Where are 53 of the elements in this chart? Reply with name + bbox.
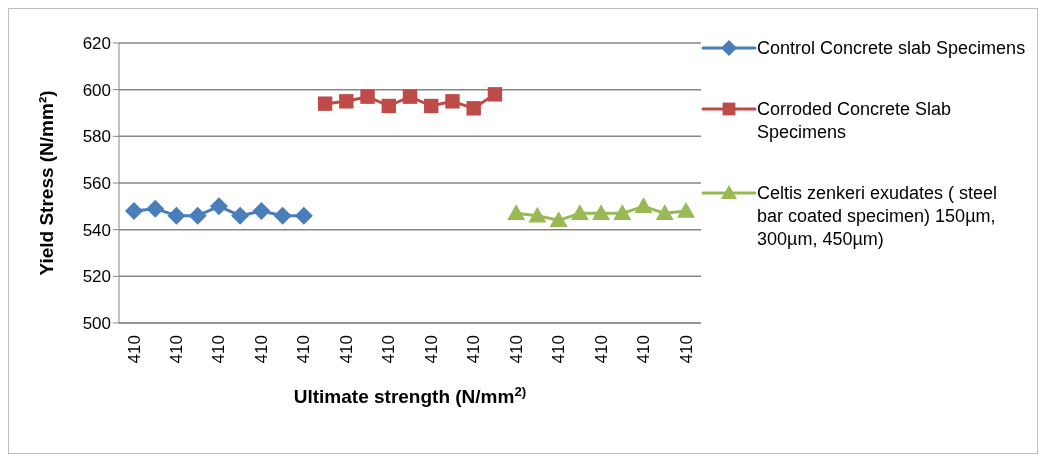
x-tick-label: 410	[634, 335, 654, 364]
x-tick-label: 410	[124, 335, 144, 364]
point	[125, 202, 143, 220]
point	[677, 202, 695, 218]
point	[528, 206, 547, 223]
x-tick-label: 410	[506, 335, 526, 364]
x-tick-label: 410	[209, 335, 229, 364]
x-axis-title: Ultimate strength (N/mm$^{2)}$	[293, 383, 527, 407]
y-tick-label: 600	[82, 80, 111, 100]
point	[570, 204, 589, 221]
x-tick-label: 410	[421, 335, 441, 364]
x-tick-label: 410	[166, 335, 186, 364]
x-tick-label: 410	[379, 335, 399, 364]
point	[339, 94, 354, 109]
x-tick-label: 410	[336, 335, 356, 364]
y-tick-label: 500	[82, 314, 111, 334]
x-tick-label: 410	[676, 335, 696, 364]
point	[507, 204, 526, 221]
y-tick-label: 620	[82, 34, 111, 54]
point	[381, 98, 396, 114]
x-tick-label: 410	[251, 335, 271, 364]
x-tick-label: 410	[591, 335, 611, 364]
x-tick-label: 410	[464, 335, 484, 364]
point	[273, 206, 292, 225]
x-tick-label: 410	[549, 335, 569, 364]
y-tick-label: 520	[82, 267, 111, 287]
point	[549, 211, 568, 228]
point	[167, 206, 186, 225]
y-tick-label: 580	[82, 127, 111, 147]
point	[634, 197, 653, 214]
legend-label: Celtis zenkeri exudates ( steel bar coated specimen) 150µm, 300µm, 450µm)	[757, 182, 999, 251]
point	[360, 89, 375, 104]
x-tick-label: 410	[294, 335, 314, 364]
point	[402, 89, 418, 104]
point	[231, 206, 250, 225]
point	[188, 206, 207, 225]
point	[487, 87, 503, 102]
point	[294, 206, 313, 225]
point	[592, 204, 611, 221]
point	[613, 204, 632, 221]
y-axis-title: Yield Stress (N/mm²)	[36, 90, 57, 276]
point	[424, 98, 439, 114]
y-tick-label: 560	[82, 174, 111, 194]
point	[445, 94, 460, 109]
legend-label: Corroded Concrete Slab Specimens	[757, 98, 953, 144]
point	[146, 199, 165, 218]
legend-label: Control Concrete slab Specimens	[757, 37, 1027, 60]
point	[655, 204, 674, 221]
point	[209, 197, 228, 216]
point	[466, 101, 481, 116]
y-tick-label: 540	[82, 220, 111, 240]
point	[252, 202, 271, 220]
point	[317, 96, 333, 111]
